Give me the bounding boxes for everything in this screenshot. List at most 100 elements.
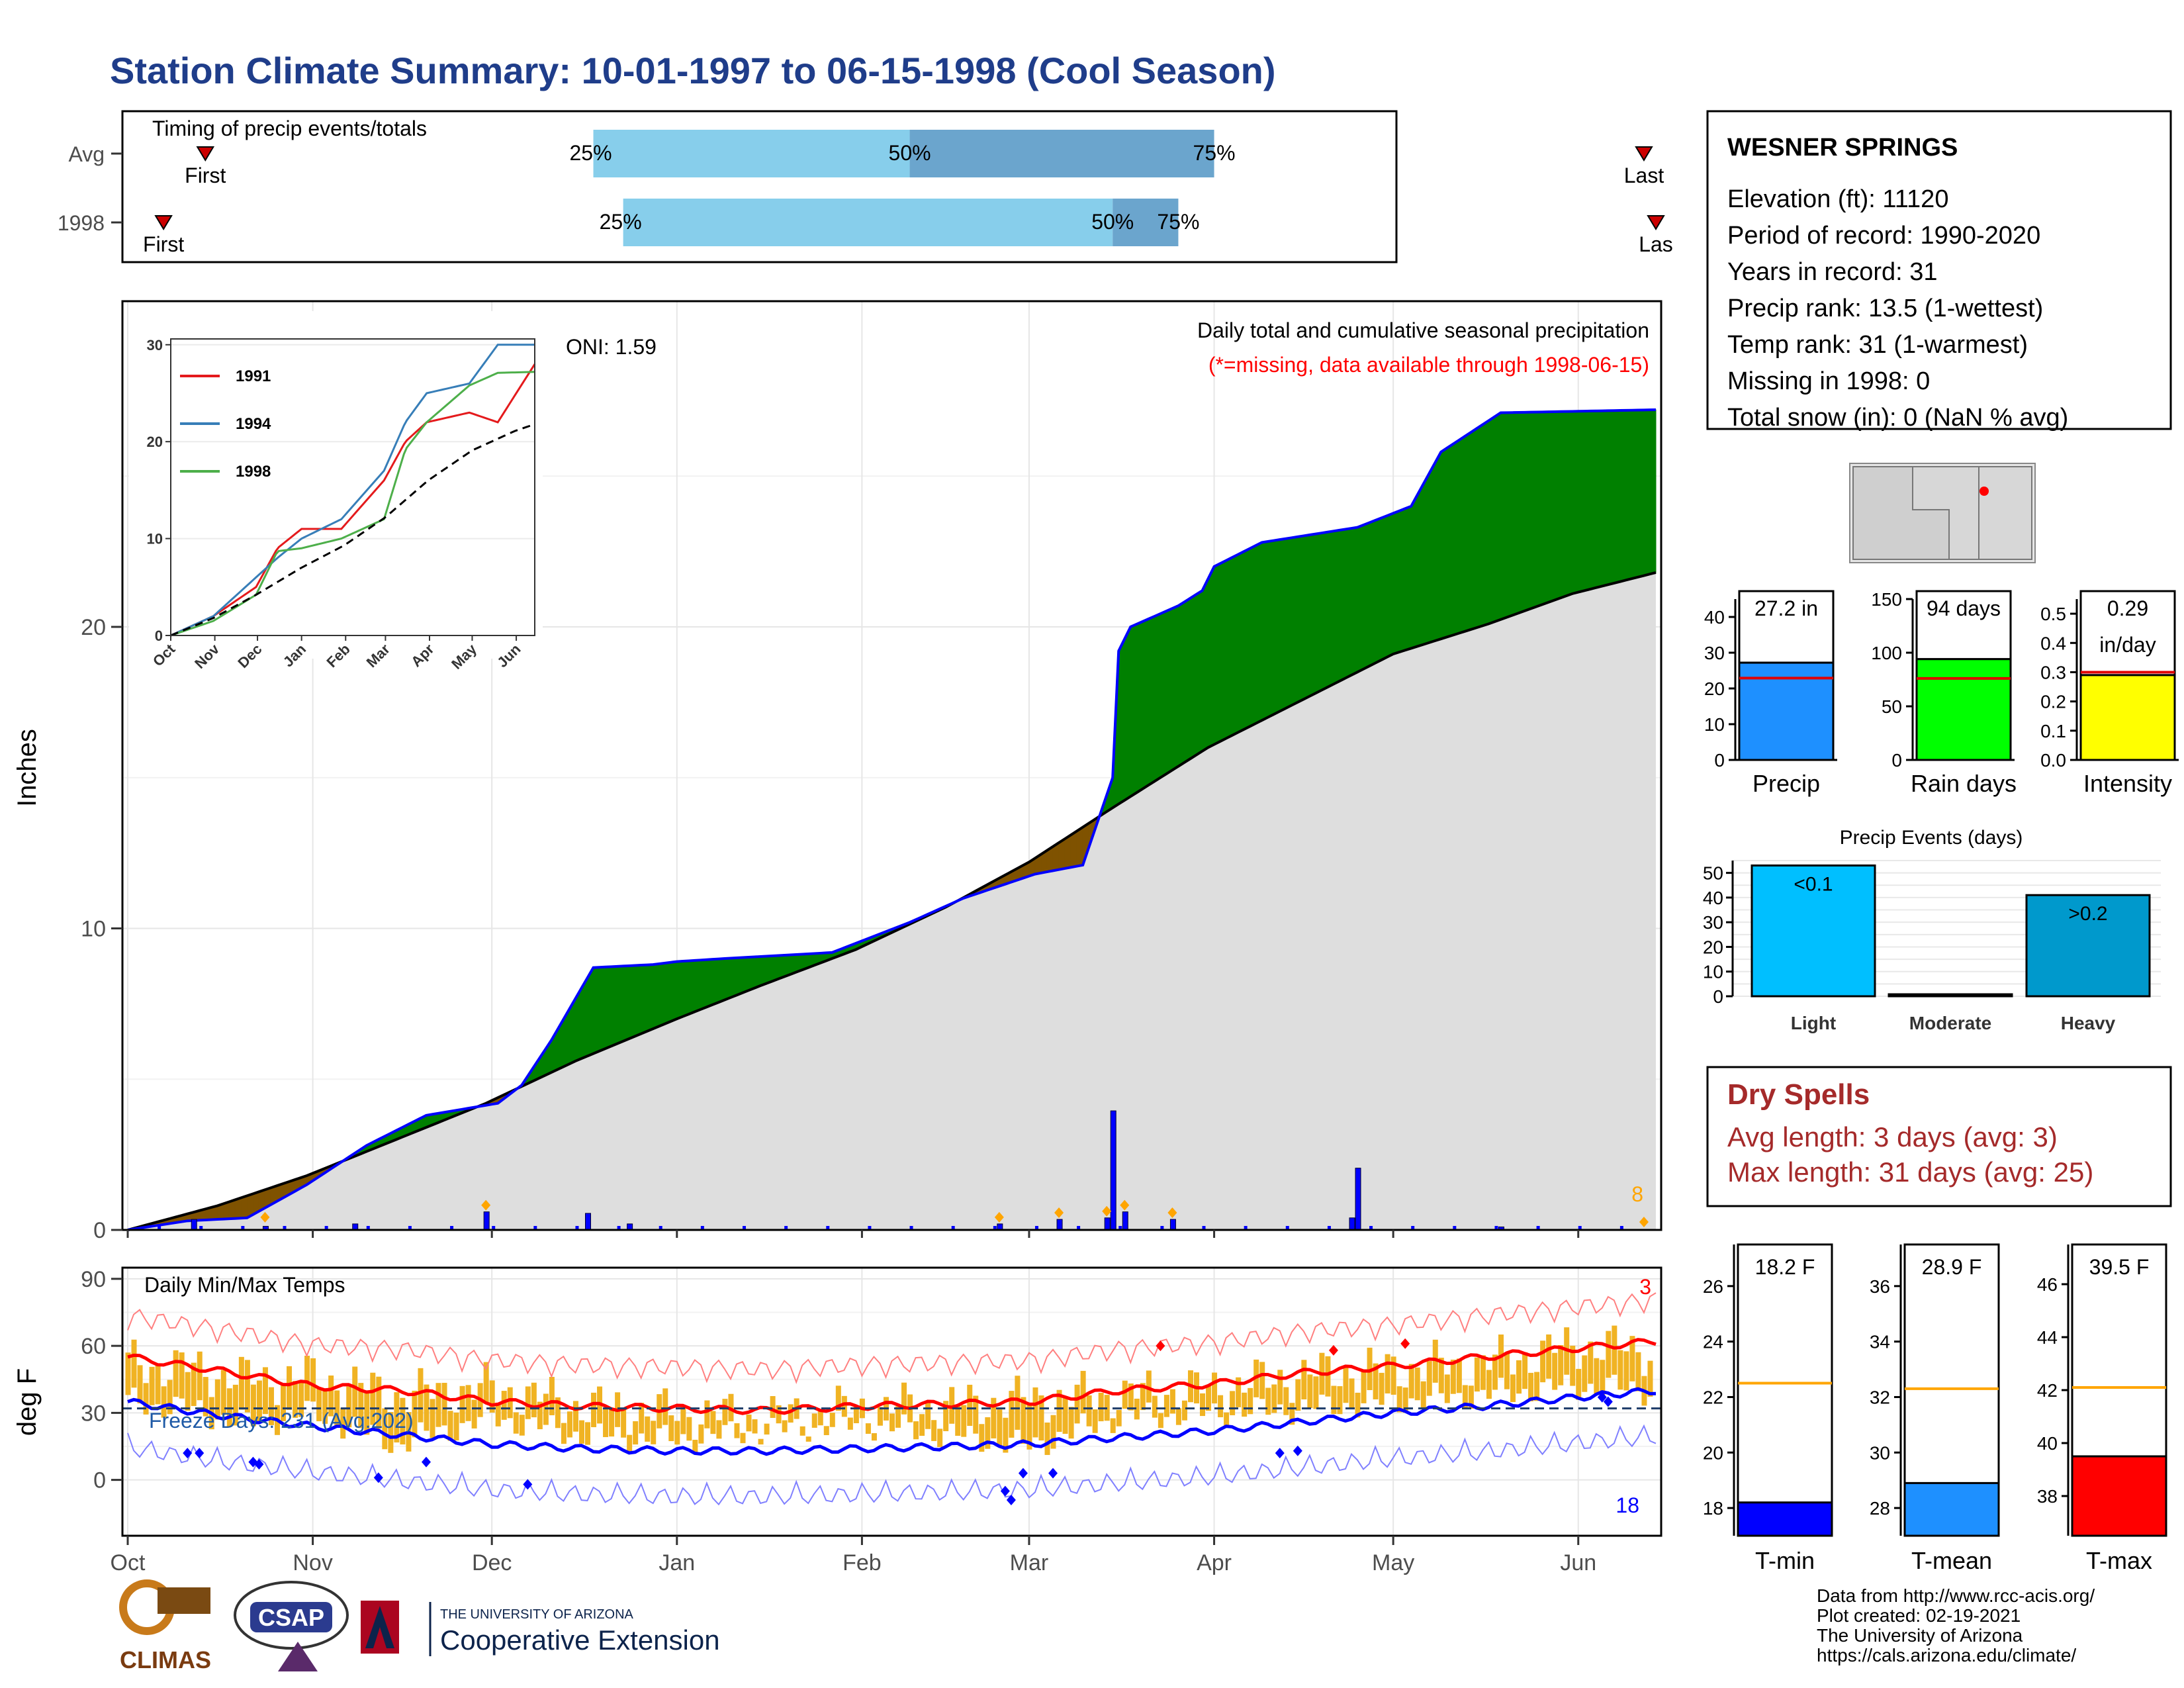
timing-q75-label: 75%	[1193, 141, 1236, 165]
daily-temp-range-bar	[591, 1392, 597, 1427]
daily-temp-range-bar	[925, 1401, 931, 1429]
precip-departure-segment	[1578, 410, 1585, 593]
daily-temp-range-bar	[919, 1414, 925, 1436]
daily-temp-range-bar	[1086, 1395, 1092, 1427]
precip-events-bars: 0 10 20 30 40 50 <0.1 Light Moderate >0.2 Heavy	[1703, 860, 2161, 1033]
precip-departure-segment	[724, 957, 731, 1001]
precip-departure-segment	[1351, 527, 1358, 676]
cold-day-count: 18	[1615, 1493, 1639, 1517]
daily-temp-range-bar	[1313, 1376, 1319, 1409]
temp-y-axis-label: deg F	[13, 1368, 42, 1436]
daily-temp-range-bar	[1230, 1391, 1236, 1415]
precip-departure-segment	[1369, 520, 1376, 667]
daily-temp-range-bar	[298, 1381, 304, 1417]
daily-temp-range-bar	[823, 1426, 829, 1436]
daily-temp-range-bar	[770, 1396, 776, 1418]
footer-line: https://cals.arizona.edu/climate/	[1817, 1645, 2076, 1665]
daily-temp-range-bar	[1110, 1418, 1116, 1433]
temp-bar-y-tick-label: 38	[2037, 1486, 2058, 1507]
daily-temp-range-bar	[1594, 1358, 1600, 1394]
precip-departure-segment	[1584, 410, 1591, 591]
daily-temp-range-bar	[232, 1384, 238, 1426]
daily-precip-bar-small	[1453, 1226, 1457, 1230]
precip-departure-segment	[1494, 412, 1501, 622]
daily-temp-range-bar	[817, 1409, 823, 1426]
daily-precip-bar	[1122, 1211, 1128, 1231]
daily-temp-range-bar	[394, 1392, 400, 1443]
daily-temp-range-bar	[1146, 1370, 1152, 1403]
precip-departure-segment	[1548, 411, 1555, 603]
month-axis: Oct Nov Dec Jan Feb Mar Apr May Jun	[111, 1230, 1596, 1575]
dry-spells-avg-length: Avg length: 3 days (avg: 3)	[1727, 1121, 2058, 1152]
daily-temp-range-bar	[811, 1413, 817, 1428]
daily-temp-range-bar	[400, 1397, 406, 1445]
daily-precip-bar-small	[1160, 1226, 1164, 1230]
daily-temp-range-bar	[1558, 1345, 1564, 1385]
precip-departure-segment	[240, 1195, 248, 1219]
daily-temp-range-bar	[913, 1421, 919, 1440]
daily-temp-range-bar	[287, 1366, 293, 1410]
timing-q50-label: 50%	[1091, 210, 1134, 234]
first-event-marker	[196, 146, 215, 162]
summary-category-label: Intensity	[2083, 770, 2172, 797]
daily-temp-range-bar	[489, 1380, 495, 1413]
hot-day-count: 3	[1639, 1275, 1651, 1299]
precip-y-axis: 0 10 20	[81, 615, 122, 1243]
precip-departure-segment	[760, 955, 767, 986]
daily-precip-bar-small	[1369, 1226, 1373, 1230]
daily-temp-range-bar	[955, 1405, 961, 1436]
daily-precip-bar	[1056, 1219, 1063, 1231]
summary-y-tick-label: 0.1	[2040, 721, 2066, 741]
precip-departure-segment	[1518, 412, 1525, 614]
daily-temp-range-bar	[412, 1390, 418, 1438]
daily-temp-range-bar	[537, 1401, 543, 1430]
daily-temp-range-bar	[1486, 1370, 1492, 1399]
daily-temp-range-bar	[1074, 1384, 1080, 1424]
temp-bar-category-label: T-mean	[1911, 1547, 1992, 1574]
daily-temp-range-bar	[340, 1407, 346, 1439]
events-y-tick-label: 10	[1703, 962, 1723, 982]
summary-label-box	[2079, 590, 2176, 677]
university-logo: THE UNIVERSITY OF ARIZONA Cooperative Ex…	[361, 1601, 720, 1656]
precip-departure-segment	[1625, 410, 1633, 581]
temp-bar-y-tick-label: 26	[1703, 1276, 1723, 1297]
daily-temp-range-bar	[627, 1434, 633, 1453]
daily-precip-bar-small	[1411, 1226, 1415, 1230]
precip-departure-segment	[1392, 510, 1400, 655]
daily-temp-range-bar	[310, 1358, 316, 1402]
daily-temp-range-bar	[931, 1420, 937, 1441]
events-bar	[2025, 894, 2151, 998]
timing-last-label: Las	[1639, 232, 1673, 256]
daily-temp-range-bar	[734, 1423, 740, 1438]
daily-precip-bar-small	[366, 1226, 370, 1230]
daily-temp-range-bar	[1259, 1362, 1265, 1399]
daily-temp-range-bar	[1331, 1385, 1337, 1415]
daily-temp-range-bar	[1414, 1367, 1420, 1401]
daily-temp-range-bar	[244, 1360, 250, 1413]
csap-mountain-icon	[278, 1642, 318, 1671]
precip-departure-segment	[1476, 424, 1483, 628]
daily-temp-range-bar	[758, 1438, 764, 1445]
record-high-marker	[1328, 1344, 1338, 1356]
inset-series-line	[170, 363, 536, 637]
daily-temp-range-bar	[1009, 1391, 1015, 1438]
daily-temp-range-bar	[281, 1383, 287, 1421]
daily-precip-bar-small	[951, 1226, 955, 1230]
climas-logo: CLIMAS	[119, 1579, 211, 1673]
daily-temp-range-bar	[322, 1390, 328, 1424]
precip-departure-segment	[1214, 563, 1221, 745]
precip-departure-segment	[611, 966, 618, 1047]
events-bar-label: <0.1	[1794, 873, 1833, 895]
precip-departure-segment	[1506, 412, 1514, 618]
daily-temp-range-bar	[961, 1405, 967, 1437]
daily-temp-range-bar	[1200, 1393, 1206, 1417]
month-tick-label: Mar	[1010, 1550, 1049, 1575]
precip-departure-segment	[1195, 590, 1203, 756]
footer-line: Data from http://www.rcc-acis.org/	[1817, 1585, 2095, 1606]
daily-temp-range-bar	[1056, 1389, 1062, 1432]
daily-temp-range-bar	[1582, 1355, 1588, 1392]
daily-temp-range-bar	[1163, 1395, 1169, 1417]
inset-legend-label: 1991	[236, 367, 271, 385]
average-cumulative-line	[127, 571, 1657, 1231]
temp-y-tick-label: 60	[81, 1334, 106, 1359]
